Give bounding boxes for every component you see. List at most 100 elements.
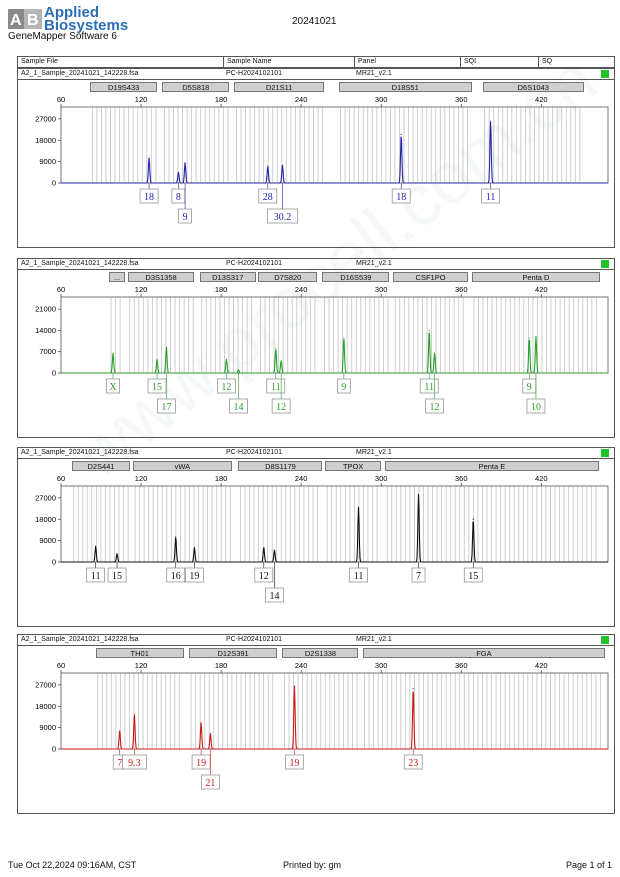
locus-marker[interactable]: D21S11 [234,82,324,92]
x-tick-label: 300 [375,661,388,670]
peak [263,547,265,549]
locus-marker[interactable]: D12S391 [189,648,278,658]
x-tick-label: 60 [57,474,65,483]
locus-marker[interactable]: TPOX [325,461,382,471]
x-tick-label: 180 [215,474,228,483]
peak [148,157,150,159]
locus-marker[interactable]: D3S1358 [127,272,195,282]
locus-marker[interactable]: D19S433 [90,82,158,92]
panel-sample-file: A2_1_Sample_20241021_142228.fsa [21,70,139,77]
x-tick-label: 420 [535,95,548,104]
allele-label-box [463,567,483,583]
locus-marker[interactable]: D5S818 [162,82,230,92]
panel-sample-name: PC-H2024102101 [226,449,283,456]
x-tick-label: 240 [295,285,308,294]
locus-marker[interactable]: TH01 [95,648,184,658]
allele-label-box [266,378,286,394]
peak [177,171,180,173]
x-tick-label: 180 [215,95,228,104]
peak [412,687,414,690]
electropherogram-panel-blue: A2_1_Sample_20241021_142228.fsa PC-H20241… [17,68,615,248]
x-tick-label: 120 [135,95,148,104]
plot-area: 60 120 180 240 300 360 420 0 7000 14000 21000 X 15 17… [35,285,609,414]
y-tick-label: 0 [52,745,56,754]
allele-label: 9.3 [128,758,141,769]
allele-label-box [106,378,120,394]
sq-status-indicator [601,636,609,644]
locus-marker[interactable]: Penta E [385,461,599,471]
header-panel: Panel [354,57,461,67]
peak [280,360,282,362]
y-tick-label: 27000 [35,680,56,689]
allele-label: 16 [171,571,181,582]
x-tick-label: 180 [215,661,228,670]
peak [528,337,530,339]
y-tick-label: 14000 [35,326,56,335]
panel-panel-name: MR21_v2.1 [356,70,392,77]
electropherogram-panel-green: A2_1_Sample_20241021_142228.fsa PC-H20241… [17,258,615,438]
peak [357,506,360,508]
allele-label: 15 [112,571,122,582]
allele-label-box [271,398,291,414]
peak [209,732,212,735]
sq-status-indicator [601,260,609,268]
x-tick-label: 360 [455,95,468,104]
locus-marker[interactable]: D7S820 [258,272,318,282]
electropherogram-panel-red: A2_1_Sample_20241021_142228.fsa PC-H20241… [17,634,615,814]
x-tick-label: 420 [535,661,548,670]
allele-label-box [185,567,204,583]
panel-info-row: A2_1_Sample_20241021_142228.fsa PC-H20241… [18,69,614,80]
signal-trace [61,332,608,374]
locus-marker[interactable]: D2S441 [71,461,131,471]
allele-label-box [267,208,298,224]
panel-sample-name: PC-H2024102101 [226,70,283,77]
locus-marker[interactable]: D16S539 [322,272,390,282]
allele-label-box [336,378,351,394]
header-sample-file: Sample File [21,58,58,65]
plot-frame [60,485,609,563]
allele-label: 21 [205,778,215,789]
allele-label: 10 [531,402,541,413]
allele-label-box [191,754,211,770]
locus-marker[interactable]: D6S1043 [482,82,584,92]
allele-label: 12 [221,382,231,393]
locus-marker[interactable]: ... [109,272,126,282]
locus-marker[interactable]: Penta D [471,272,600,282]
peak [472,518,474,520]
peak [156,358,158,360]
allele-label-box [254,567,274,583]
peak [95,545,97,548]
allele-label-box [86,567,106,583]
allele-label-box [391,188,411,204]
locus-marker[interactable]: vWA [133,461,232,471]
allele-label: 9 [527,382,532,393]
panel-panel-name: MR21_v2.1 [356,260,392,267]
peak [119,730,121,732]
peak [116,553,118,555]
y-tick-label: 18000 [35,515,56,524]
x-tick-label: 240 [295,95,308,104]
y-tick-label: 7000 [39,347,56,356]
locus-marker[interactable]: FGA [362,648,606,658]
allele-label: 17 [161,402,171,413]
locus-marker[interactable]: D13S317 [199,272,256,282]
panel-panel-name: MR21_v2.1 [356,449,392,456]
allele-label-box [265,587,284,603]
y-tick-label: 18000 [35,702,56,711]
locus-marker[interactable]: CSF1PO [393,272,468,282]
locus-marker[interactable]: D18S51 [338,82,472,92]
allele-label: 9 [183,212,188,223]
allele-label: 8 [176,192,181,203]
peak [428,329,430,332]
y-tick-label: 0 [52,369,56,378]
x-tick-label: 60 [57,95,65,104]
peak [489,120,492,122]
locus-marker[interactable]: D2S1338 [282,648,359,658]
allele-label: 11 [486,192,496,203]
panel-info-row: A2_1_Sample_20241021_142228.fsa PC-H20241… [18,635,614,646]
plot-area: 60 120 180 240 300 360 420 0 9000 18000 27000 18 89 2… [35,95,609,224]
locus-marker[interactable]: D8S1179 [238,461,323,471]
plot-frame [60,106,609,184]
sq-status-indicator [601,70,609,78]
y-tick-label: 0 [52,179,56,188]
